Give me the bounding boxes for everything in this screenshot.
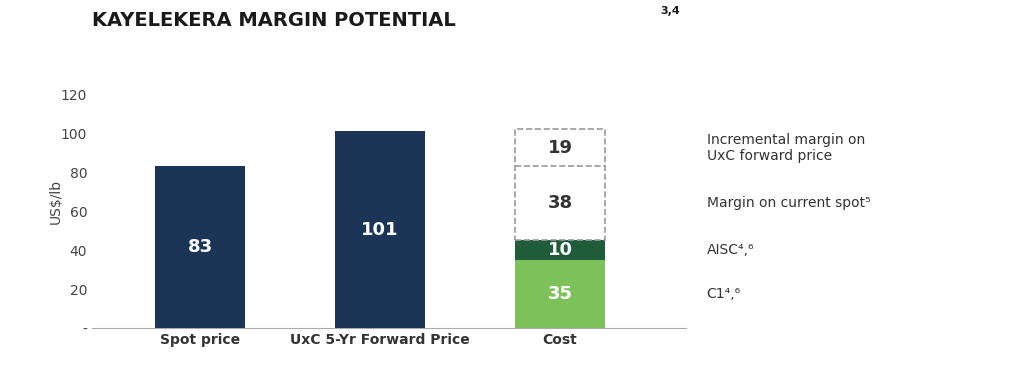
Bar — [515, 129, 605, 166]
Bar — [515, 166, 605, 241]
Text: 101: 101 — [361, 221, 399, 239]
Text: Margin on current spot⁵: Margin on current spot⁵ — [707, 196, 870, 210]
Text: AISC⁴,⁶: AISC⁴,⁶ — [707, 243, 754, 257]
Text: Incremental margin on
UxC forward price: Incremental margin on UxC forward price — [707, 133, 865, 163]
Bar — [515, 260, 605, 328]
Text: C1⁴,⁶: C1⁴,⁶ — [707, 287, 740, 301]
Bar — [335, 131, 425, 328]
Bar — [515, 241, 605, 260]
Y-axis label: US$/lb: US$/lb — [48, 179, 62, 224]
Text: 3,4: 3,4 — [660, 6, 680, 16]
Bar — [515, 129, 605, 241]
Bar — [156, 166, 245, 328]
Text: 83: 83 — [187, 238, 213, 256]
Text: 35: 35 — [548, 285, 572, 303]
Text: 38: 38 — [548, 194, 572, 212]
Text: KAYELEKERA MARGIN POTENTIAL: KAYELEKERA MARGIN POTENTIAL — [92, 11, 456, 30]
Text: 19: 19 — [548, 139, 572, 157]
Text: 10: 10 — [548, 241, 572, 259]
